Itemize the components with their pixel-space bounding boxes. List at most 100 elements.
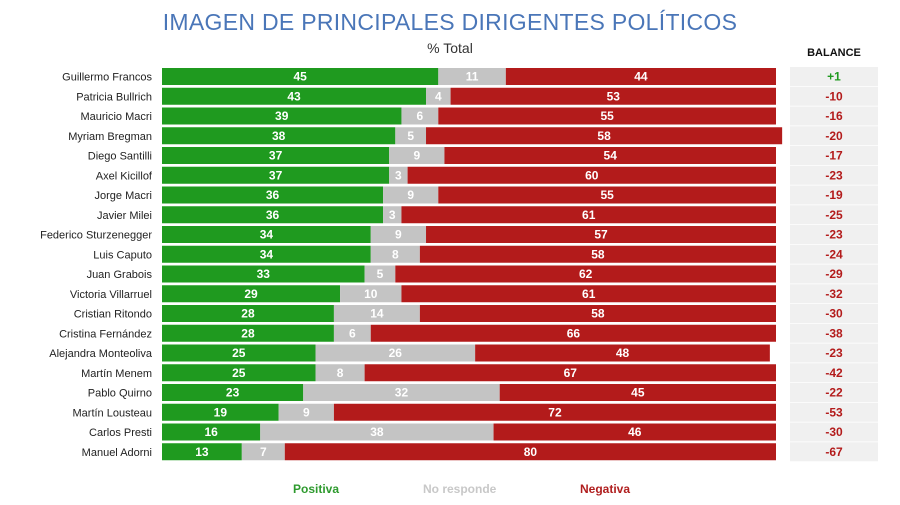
data-label-no-response: 6 — [349, 326, 356, 340]
data-label-negative: 60 — [585, 168, 599, 182]
data-label-negative: 48 — [616, 346, 630, 360]
balance-value: +1 — [827, 70, 841, 84]
category-label: Cristian Ritondo — [74, 309, 152, 321]
data-label-negative: 55 — [600, 109, 614, 123]
category-label: Martín Menem — [81, 368, 152, 380]
bar-no-response — [241, 443, 285, 461]
bar-negative — [499, 384, 776, 401]
bar-positive — [162, 226, 371, 243]
data-label-negative: 61 — [582, 287, 596, 301]
data-label-positive: 36 — [266, 208, 280, 222]
data-label-negative: 54 — [604, 149, 618, 163]
bar-no-response — [315, 344, 476, 362]
legend-positive: Positiva — [293, 482, 340, 496]
bar-positive — [162, 68, 439, 85]
bar-negative — [284, 443, 776, 461]
balance-value: -53 — [825, 405, 843, 419]
balance-value: -42 — [825, 366, 843, 380]
data-label-negative: 45 — [631, 386, 645, 400]
balance-cell — [790, 284, 878, 304]
balance-value: -30 — [825, 307, 843, 321]
chart-subtitle: % Total — [427, 40, 473, 56]
bar-no-response — [340, 285, 402, 303]
bar-no-response — [278, 403, 334, 421]
data-label-negative: 62 — [579, 267, 593, 281]
data-label-negative: 57 — [594, 228, 608, 242]
bar-negative — [407, 166, 776, 184]
data-label-positive: 36 — [266, 188, 280, 202]
bar-negative — [493, 423, 776, 441]
bar-negative — [475, 344, 770, 362]
balance-cell — [790, 185, 878, 205]
balance-header: BALANCE — [807, 47, 861, 59]
data-label-no-response: 32 — [395, 386, 409, 400]
category-label: Cristina Fernández — [59, 328, 152, 340]
balance-value: -24 — [825, 247, 843, 261]
data-label-positive: 29 — [244, 287, 258, 301]
data-label-negative: 58 — [591, 247, 605, 261]
category-label: Axel Kicillof — [96, 170, 153, 182]
data-label-no-response: 3 — [395, 168, 402, 182]
balance-value: -23 — [825, 168, 843, 182]
data-label-positive: 25 — [232, 346, 246, 360]
balance-value: -16 — [825, 109, 843, 123]
bar-no-response — [333, 305, 420, 322]
balance-cell — [790, 264, 878, 284]
bar-positive — [162, 87, 427, 105]
category-label: Manuel Adorni — [82, 447, 152, 459]
data-label-positive: 28 — [241, 326, 255, 340]
bar-negative — [438, 107, 776, 125]
category-label: Patricia Bullrich — [76, 91, 152, 103]
category-label: Juan Grabois — [87, 269, 153, 281]
bar-negative — [395, 265, 776, 283]
balance-value: -32 — [825, 287, 843, 301]
bar-positive — [162, 206, 384, 224]
data-label-no-response: 5 — [407, 129, 414, 143]
data-label-no-response: 3 — [389, 208, 396, 222]
balance-value: -38 — [825, 326, 843, 340]
bar-no-response — [389, 166, 408, 184]
bar-positive — [162, 344, 316, 362]
balance-value: -20 — [825, 129, 843, 143]
data-label-positive: 25 — [232, 366, 246, 380]
bar-no-response — [370, 226, 427, 243]
data-label-negative: 72 — [548, 405, 562, 419]
balance-value: -23 — [825, 346, 843, 360]
bar-negative — [401, 285, 776, 303]
category-label: Diego Santilli — [88, 151, 152, 163]
bar-positive — [162, 305, 334, 322]
bar-positive — [162, 265, 365, 283]
balance-value: -10 — [825, 89, 843, 103]
bar-no-response — [383, 186, 439, 204]
data-label-no-response: 26 — [389, 346, 403, 360]
balance-cell — [790, 343, 878, 363]
data-label-negative: 61 — [582, 208, 596, 222]
data-label-negative: 80 — [524, 445, 538, 459]
balance-cell — [790, 165, 878, 185]
data-label-positive: 16 — [204, 425, 218, 439]
balance-value: -17 — [825, 149, 843, 163]
data-label-positive: 33 — [257, 267, 271, 281]
category-label: Jorge Macri — [95, 190, 152, 202]
balance-cell — [790, 86, 878, 106]
data-label-negative: 66 — [567, 326, 581, 340]
bar-no-response — [401, 107, 439, 125]
bar-positive — [162, 324, 334, 342]
data-label-positive: 13 — [195, 445, 209, 459]
bar-no-response — [383, 206, 402, 224]
bar-negative — [438, 186, 776, 204]
bar-positive — [162, 166, 390, 184]
bar-positive — [162, 186, 384, 204]
balance-value: -19 — [825, 188, 843, 202]
data-label-negative: 53 — [607, 89, 621, 103]
bar-negative — [419, 245, 776, 263]
bar-positive — [162, 245, 371, 263]
bar-no-response — [395, 127, 427, 145]
bar-positive — [162, 443, 242, 461]
category-label: Carlos Presti — [89, 427, 152, 439]
category-label: Victoria Villarruel — [70, 289, 152, 301]
bar-negative — [426, 226, 776, 243]
data-label-negative: 58 — [591, 307, 605, 321]
balance-cell — [790, 323, 878, 343]
